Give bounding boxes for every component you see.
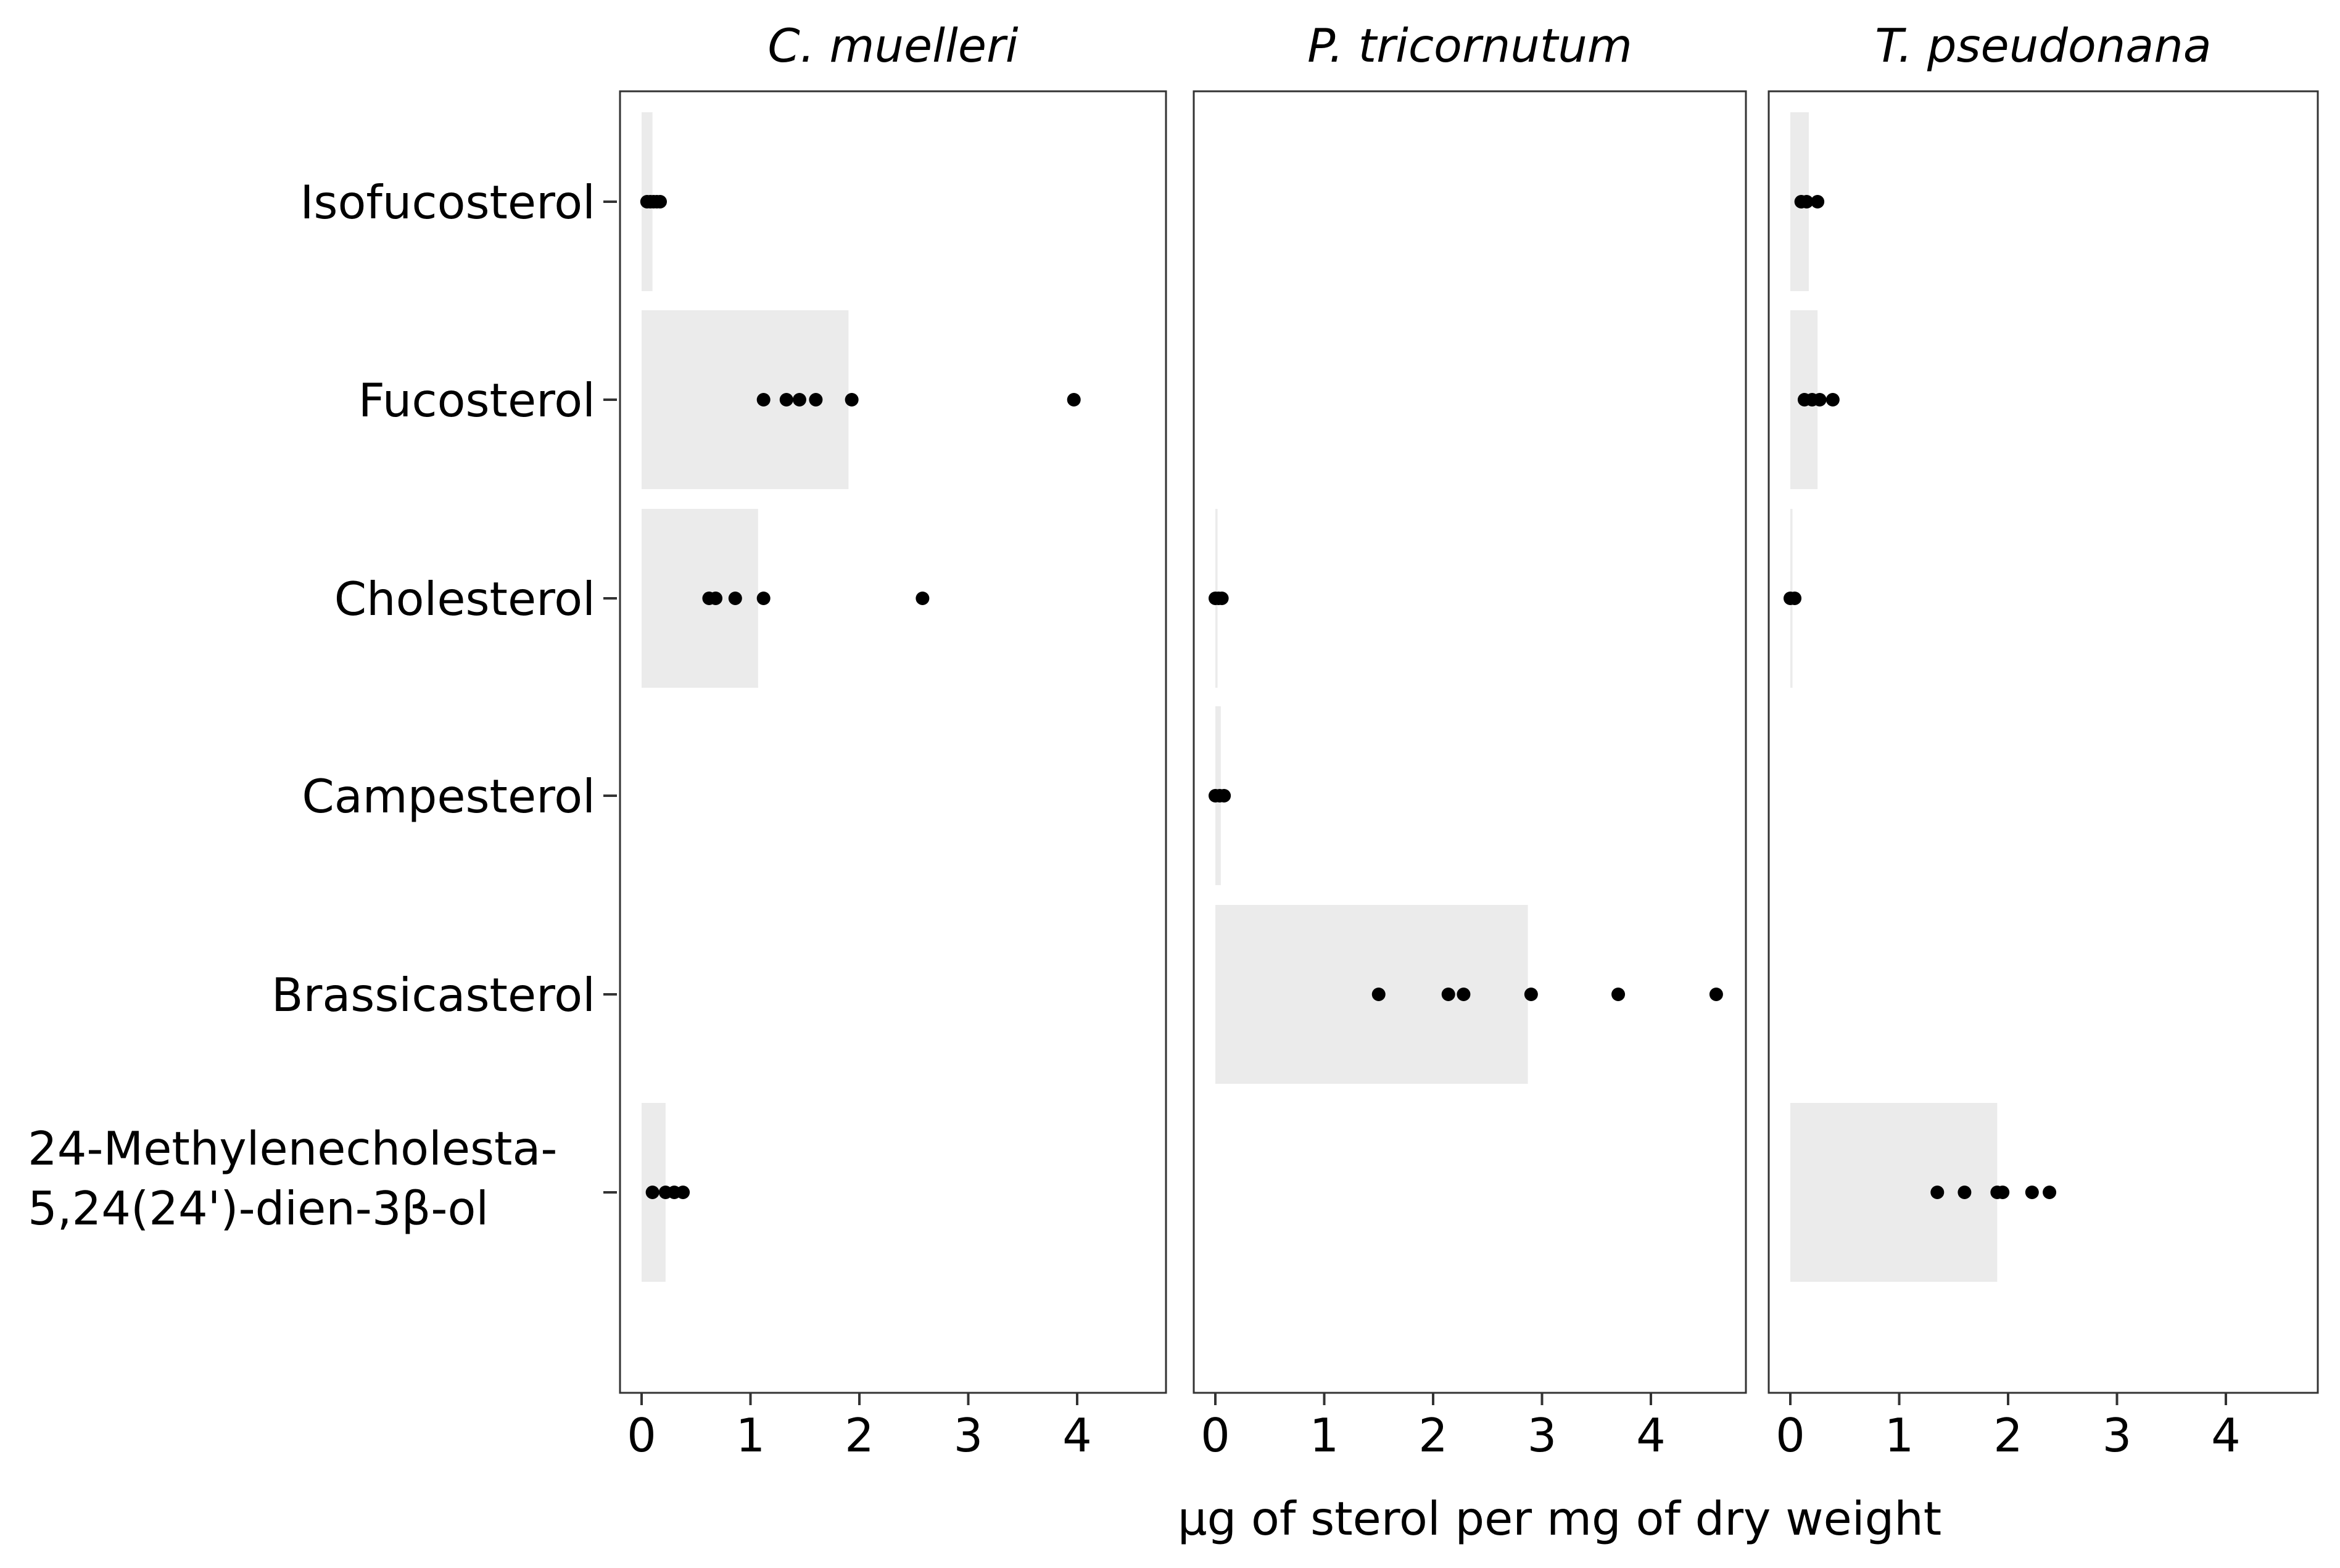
point-24-methylenecholesta-5-24-24-dien-3-ol-1 [1930,1186,1945,1199]
point-cholesterol-3 [728,592,742,605]
point-brassicasterol-1 [1371,988,1386,1001]
x-tick-label: 1 [1885,1408,1914,1463]
point-cholesterol-4 [756,592,771,605]
point-brassicasterol-2 [1441,988,1455,1001]
category-label-fucosterol: Fucosterol [358,373,595,427]
x-tick-label: 3 [954,1408,983,1463]
point-fucosterol-3 [1813,393,1827,406]
category-label-isofucosterol: Isofucosterol [300,175,595,229]
category-label-campesterol: Campesterol [302,769,595,823]
panel-c-muelleri: C. muelleri 0 1 2 3 4 [619,19,1167,1463]
x-tick-label: 1 [736,1408,766,1463]
x-tick-label: 4 [1636,1408,1666,1463]
x-tick-label: 0 [1776,1408,1805,1463]
panel-title: C. muelleri [767,19,1018,73]
point-24-methylenecholesta-5-24-24-dien-3-ol-1 [645,1186,659,1199]
category-label-brassicasterol: Brassicasterol [271,968,595,1022]
panel-border [619,90,1167,1394]
point-fucosterol-4 [1825,393,1840,406]
point-brassicasterol-6 [1709,988,1723,1001]
panel-title: T. pseudonana [1875,19,2211,73]
point-24-methylenecholesta-5-24-24-dien-3-ol-5 [2025,1186,2039,1199]
point-isofucosterol-3 [1811,195,1825,208]
point-24-methylenecholesta-5-24-24-dien-3-ol-4 [1996,1186,2010,1199]
category-label-line-1: 24-Methylenecholesta- [28,1121,557,1176]
x-tick-label: 2 [845,1408,874,1463]
x-tick-label: 0 [1201,1408,1230,1463]
x-tick-label: 3 [2102,1408,2132,1463]
category-label-line-2: 5,24(24')-dien-3β-ol [28,1181,489,1236]
point-fucosterol-3 [792,393,806,406]
y-axis-labels: Isofucosterol Fucosterol Cholesterol Campes… [28,175,617,1236]
x-tick-label: 2 [1418,1408,1448,1463]
panel-border [1767,90,2319,1394]
point-brassicasterol-5 [1611,988,1626,1001]
panel-p-tricornutum: P. tricornutum 0 1 2 3 4 [1193,19,1747,1463]
x-tick-label: 4 [2211,1408,2241,1463]
point-brassicasterol-4 [1524,988,1538,1001]
bar-brassicasterol [1215,905,1528,1084]
point-24-methylenecholesta-5-24-24-dien-3-ol-6 [2043,1186,2057,1199]
point-isofucosterol-5 [653,195,668,208]
point-brassicasterol-3 [1457,988,1471,1001]
point-isofucosterol-2 [1800,195,1814,208]
point-cholesterol-5 [916,592,930,605]
panel-t-pseudonana: T. pseudonana 0 1 2 3 4 [1767,19,2319,1463]
x-tick-label: 0 [627,1408,656,1463]
x-tick-label: 1 [1310,1408,1339,1463]
point-cholesterol-2 [1788,592,1802,605]
panel-border [1193,90,1747,1394]
panel-title: P. tricornutum [1307,19,1632,73]
point-cholesterol-3 [1215,592,1229,605]
point-campesterol-3 [1217,789,1231,803]
x-tick-label: 2 [1993,1408,2023,1463]
point-fucosterol-5 [845,393,859,406]
point-fucosterol-4 [809,393,823,406]
category-label-cholesterol: Cholesterol [334,572,595,626]
point-cholesterol-2 [709,592,723,605]
x-tick-label: 3 [1528,1408,1557,1463]
point-fucosterol-1 [756,393,771,406]
point-24-methylenecholesta-5-24-24-dien-3-ol-4 [676,1186,690,1199]
x-axis-title: µg of sterol per mg of dry weight [1178,1492,1941,1546]
point-24-methylenecholesta-5-24-24-dien-3-ol-2 [1958,1186,1972,1199]
point-fucosterol-6 [1067,393,1081,406]
point-fucosterol-2 [779,393,793,406]
x-tick-label: 4 [1062,1408,1092,1463]
